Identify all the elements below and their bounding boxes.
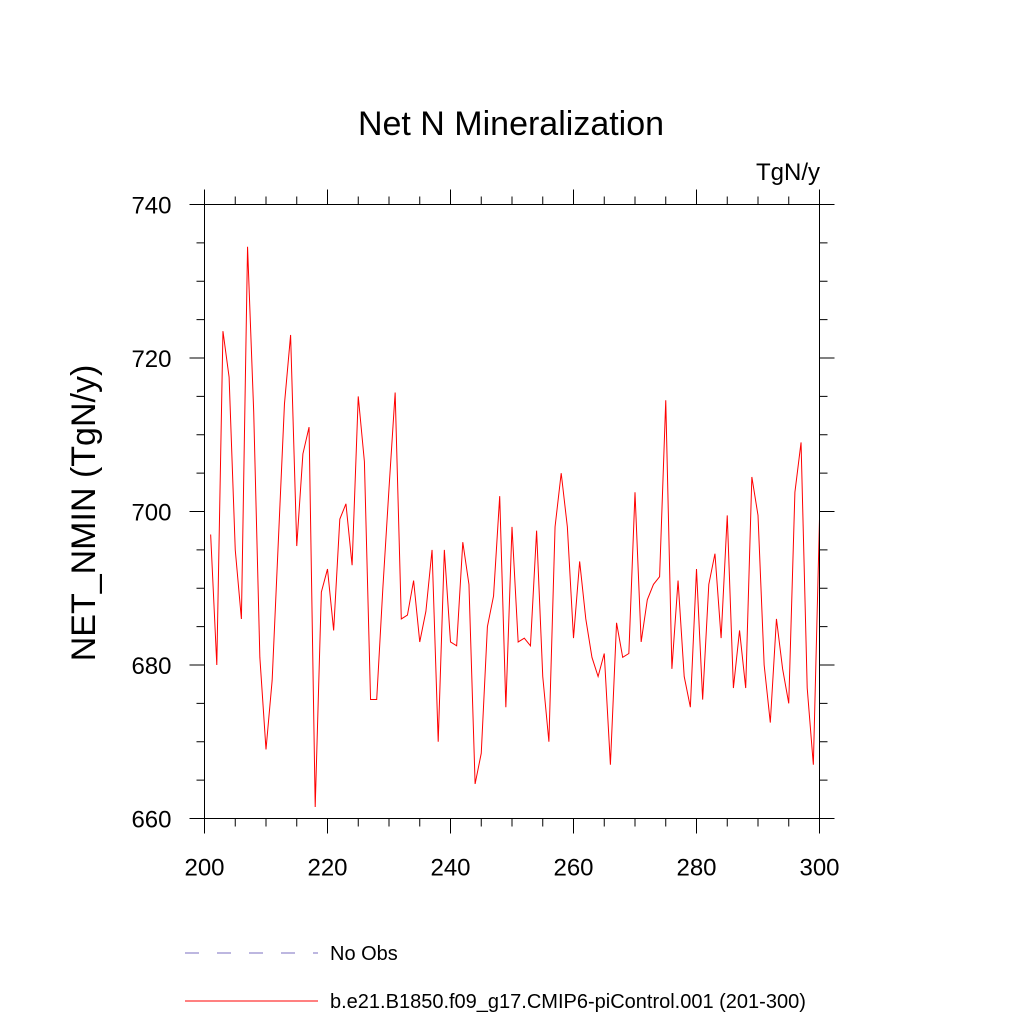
y-tick-label: 700 [131,500,171,527]
legend: No Obs b.e21.B1850.f09_g17.CMIP6-piContr… [185,943,806,1013]
plot-frame [204,204,820,819]
units-label: TgN/y [756,159,820,186]
x-tick-label: 300 [799,855,839,882]
legend-label-no-obs: No Obs [330,943,398,965]
legend-label-model: b.e21.B1850.f09_g17.CMIP6-piControl.001 … [330,991,806,1013]
x-tick-label: 200 [184,855,224,882]
plot-data [210,246,820,808]
x-tick-label: 220 [307,855,347,882]
axis-ticks [189,189,835,834]
series-line [210,246,820,808]
y-tick-label: 660 [131,807,171,834]
y-tick-label: 680 [131,653,171,680]
x-tick-label: 260 [553,855,593,882]
chart-title: Net N Mineralization [358,105,664,143]
x-tick-label: 280 [676,855,716,882]
y-tick-label: 720 [131,346,171,373]
x-tick-label: 240 [430,855,470,882]
y-axis-label: NET_NMIN (TgN/y) [65,365,103,662]
y-tick-label: 740 [131,193,171,220]
tick-labels: 200 220 240 260 280 300 660 680 700 720 740 [131,193,839,882]
